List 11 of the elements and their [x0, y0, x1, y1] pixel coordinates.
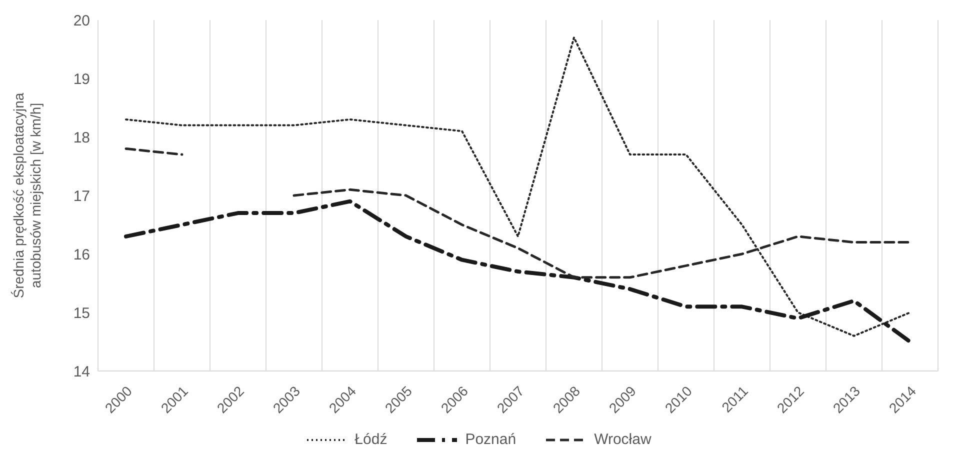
legend-label: Poznań [464, 431, 516, 448]
y-tick-label: 18 [73, 129, 90, 146]
y-tick-label: 14 [73, 363, 90, 380]
legend-label: Łódź [354, 431, 388, 448]
y-tick-label: 16 [73, 246, 90, 264]
y-tick-label: 15 [73, 304, 90, 322]
legend-label: Wrocław [593, 431, 652, 448]
y-axis-title: Średnia prędkość eksploatacyjna autobusów miejskich [w km/h] [10, 92, 44, 298]
y-tick-label: 17 [73, 188, 90, 205]
y-tick-label: 19 [73, 70, 90, 88]
y-tick-label: 20 [73, 12, 90, 30]
